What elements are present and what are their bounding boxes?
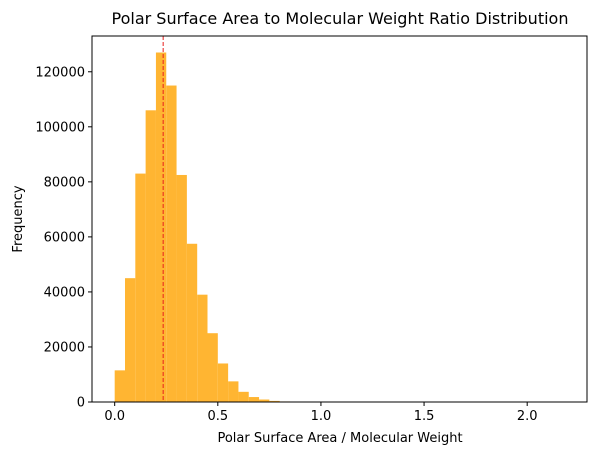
plot-frame [91, 35, 588, 403]
histogram-bar [125, 278, 136, 402]
y-tick-label: 0 [77, 396, 85, 411]
x-tick-label: 2.0 [517, 409, 538, 424]
histogram-bar [145, 110, 156, 402]
histogram-bar [228, 381, 239, 402]
ticks-layer: 0.0 0.5 1.0 1.5 2.0 0 20000 40000 60000 80000 1000… [35, 65, 537, 424]
y-tick-label: 40000 [44, 285, 85, 300]
histogram-bar [217, 363, 229, 402]
y-tick-label: 60000 [44, 230, 85, 245]
histogram-bar [207, 333, 218, 402]
x-tick-label: 1.0 [311, 409, 332, 424]
x-tick-label: 1.5 [414, 409, 435, 424]
histogram-bar [166, 85, 177, 402]
x-tick-label: 0.5 [207, 409, 228, 424]
histogram-bar [114, 370, 125, 402]
histogram-bar [135, 173, 146, 402]
y-tick-label: 20000 [44, 340, 85, 355]
histogram-bar [176, 174, 187, 402]
histogram-bar [238, 391, 249, 402]
histogram-bar [155, 52, 167, 402]
histogram-bar [269, 400, 280, 402]
x-axis-label: Polar Surface Area / Molecular Weight [217, 431, 462, 446]
histogram-bar [259, 399, 270, 402]
y-tick-label: 120000 [35, 65, 85, 80]
axes-layer [91, 35, 588, 403]
bars-layer [114, 52, 332, 402]
chart-title: Polar Surface Area to Molecular Weight R… [112, 9, 569, 28]
histogram-bar [197, 294, 208, 402]
x-tick-label: 0.0 [104, 409, 125, 424]
histogram-bar [248, 397, 260, 402]
histogram-bar [186, 243, 198, 402]
y-tick-label: 80000 [44, 175, 85, 190]
y-tick-label: 100000 [35, 120, 85, 135]
y-axis-label: Frequency [11, 185, 26, 252]
